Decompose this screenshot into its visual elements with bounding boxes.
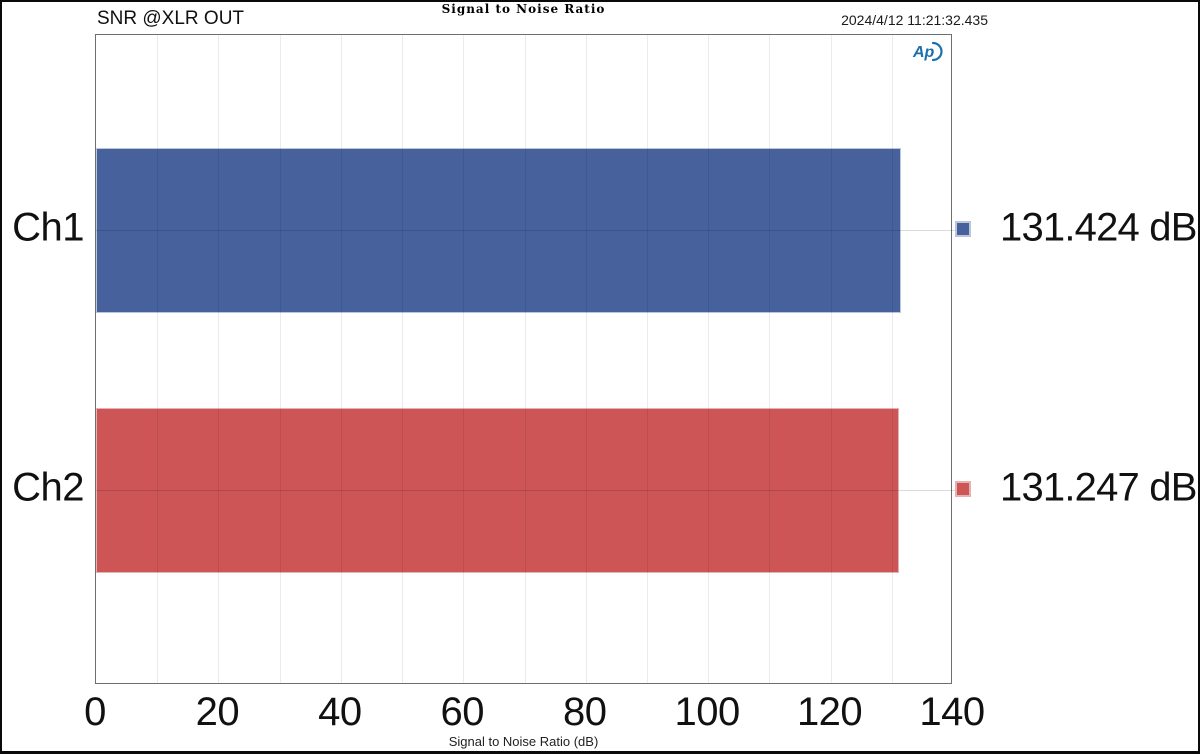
bar-ch2: [96, 407, 900, 573]
legend-value-ch2: 131.247 dB: [1000, 465, 1197, 510]
x-tick-label: 40: [318, 690, 362, 734]
x-tick-label: 20: [195, 690, 240, 734]
gridline-vertical: [708, 35, 710, 683]
plot-area: Ap: [95, 34, 963, 684]
timestamp: 2024/4/12 11:21:32.435: [841, 12, 988, 28]
bar-ch1: [96, 147, 901, 313]
x-tick-label: 120: [796, 690, 863, 734]
x-tick-label: 0: [84, 690, 106, 734]
gridline-vertical: [524, 35, 526, 683]
y-axis-label-ch2: Ch2: [12, 465, 84, 510]
gridline-vertical: [769, 35, 771, 683]
gridline-vertical: [891, 35, 893, 683]
svg-text:Ap: Ap: [912, 44, 935, 61]
gridline-vertical: [218, 35, 220, 683]
chart-title: Signal to Noise Ratio: [441, 2, 606, 16]
y-axis-label-ch1: Ch1: [12, 205, 84, 250]
ap-logo: Ap: [912, 41, 943, 62]
x-tick-label: 60: [440, 690, 485, 734]
gridline-vertical: [463, 35, 465, 683]
legend-marker-ch2: [955, 481, 971, 497]
gridline-vertical: [340, 35, 342, 683]
x-tick-label: 140: [919, 690, 985, 734]
measurement-label: SNR @XLR OUT: [97, 8, 245, 29]
x-axis-label: Signal to Noise Ratio (dB): [448, 734, 599, 749]
gridline-vertical: [830, 35, 832, 683]
gridline-vertical: [279, 35, 281, 683]
gridline-vertical: [646, 35, 648, 683]
gridline-vertical: [402, 35, 404, 683]
gridline-row-center: [96, 230, 963, 231]
gridline-vertical: [585, 35, 587, 683]
gridline-vertical: [157, 35, 159, 683]
legend-marker-ch1: [955, 221, 971, 237]
x-tick-label: 80: [562, 690, 607, 734]
gridline-row-center: [96, 490, 963, 491]
x-tick-label: 100: [674, 690, 741, 734]
legend-value-ch1: 131.424 dB: [1000, 205, 1197, 250]
